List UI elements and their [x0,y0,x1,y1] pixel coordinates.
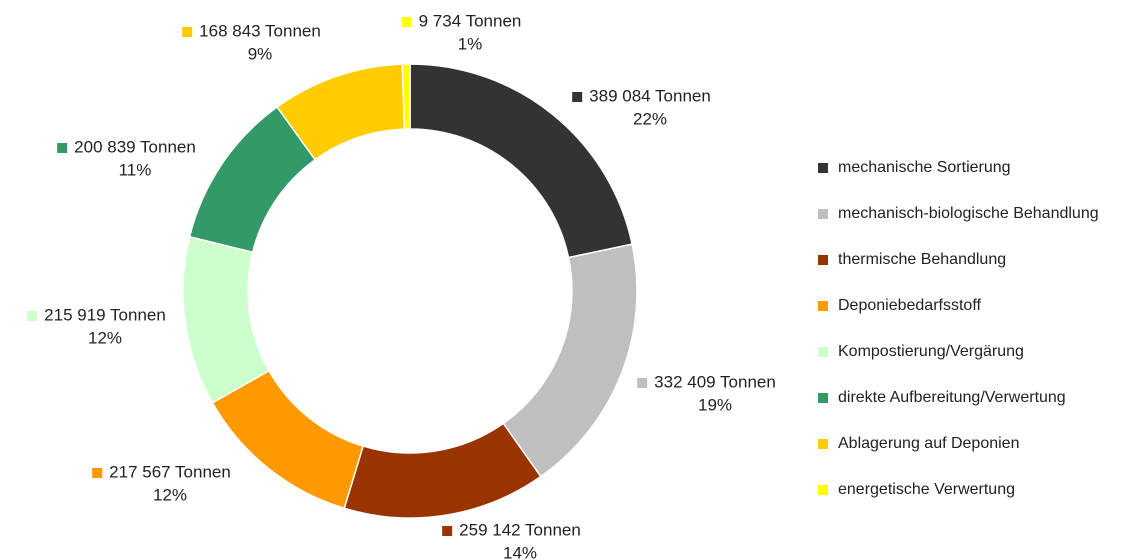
label-swatch [637,378,648,388]
legend-swatch [818,393,828,403]
legend: mechanische Sortierung mechanisch-biologi… [818,159,1099,498]
label-swatch [57,143,68,153]
value-label: 200 839 Tonnen [74,137,196,156]
donut-slice [343,422,542,519]
donut-slice [182,235,271,404]
percent-label: 9% [248,44,273,63]
value-label: 389 084 Tonnen [589,86,711,105]
legend-label: mechanische Sortierung [838,159,1011,176]
label-swatch [572,92,583,102]
legend-label: Deponiebedarfsstoff [838,297,981,314]
value-label: 259 142 Tonnen [459,520,581,539]
donut-slice [401,63,411,130]
percent-label: 22% [633,109,667,128]
legend-swatch [818,439,828,449]
value-label: 9 734 Tonnen [419,11,522,30]
percent-label: 12% [88,328,122,347]
legend-swatch [818,255,828,265]
legend-swatch [818,347,828,357]
percent-label: 12% [153,485,187,504]
label-swatch [27,311,38,321]
label-swatch [182,27,193,37]
percent-label: 14% [503,543,537,560]
legend-swatch [818,301,828,311]
value-label: 215 919 Tonnen [44,305,166,324]
legend-label: direkte Aufbereitung/Verwertung [838,389,1066,406]
legend-swatch [818,485,828,495]
legend-label: energetische Verwertung [838,481,1015,498]
label-swatch [401,17,412,27]
value-label: 332 409 Tonnen [654,372,776,391]
legend-label: Kompostierung/Vergärung [838,343,1024,360]
value-label: 168 843 Tonnen [199,21,321,40]
value-label: 217 567 Tonnen [109,462,231,481]
percent-label: 19% [698,395,732,414]
legend-label: mechanisch-biologische Behandlung [838,205,1099,222]
percent-label: 11% [119,160,152,179]
legend-swatch [818,209,828,219]
label-swatch [442,526,453,536]
label-swatch [92,468,103,478]
percent-label: 1% [458,34,483,53]
donut-slice [211,369,365,510]
legend-label: thermische Behandlung [838,251,1006,268]
donut-slice [502,243,638,478]
legend-label: Ablagerung auf Deponien [838,435,1019,452]
legend-swatch [818,163,828,173]
